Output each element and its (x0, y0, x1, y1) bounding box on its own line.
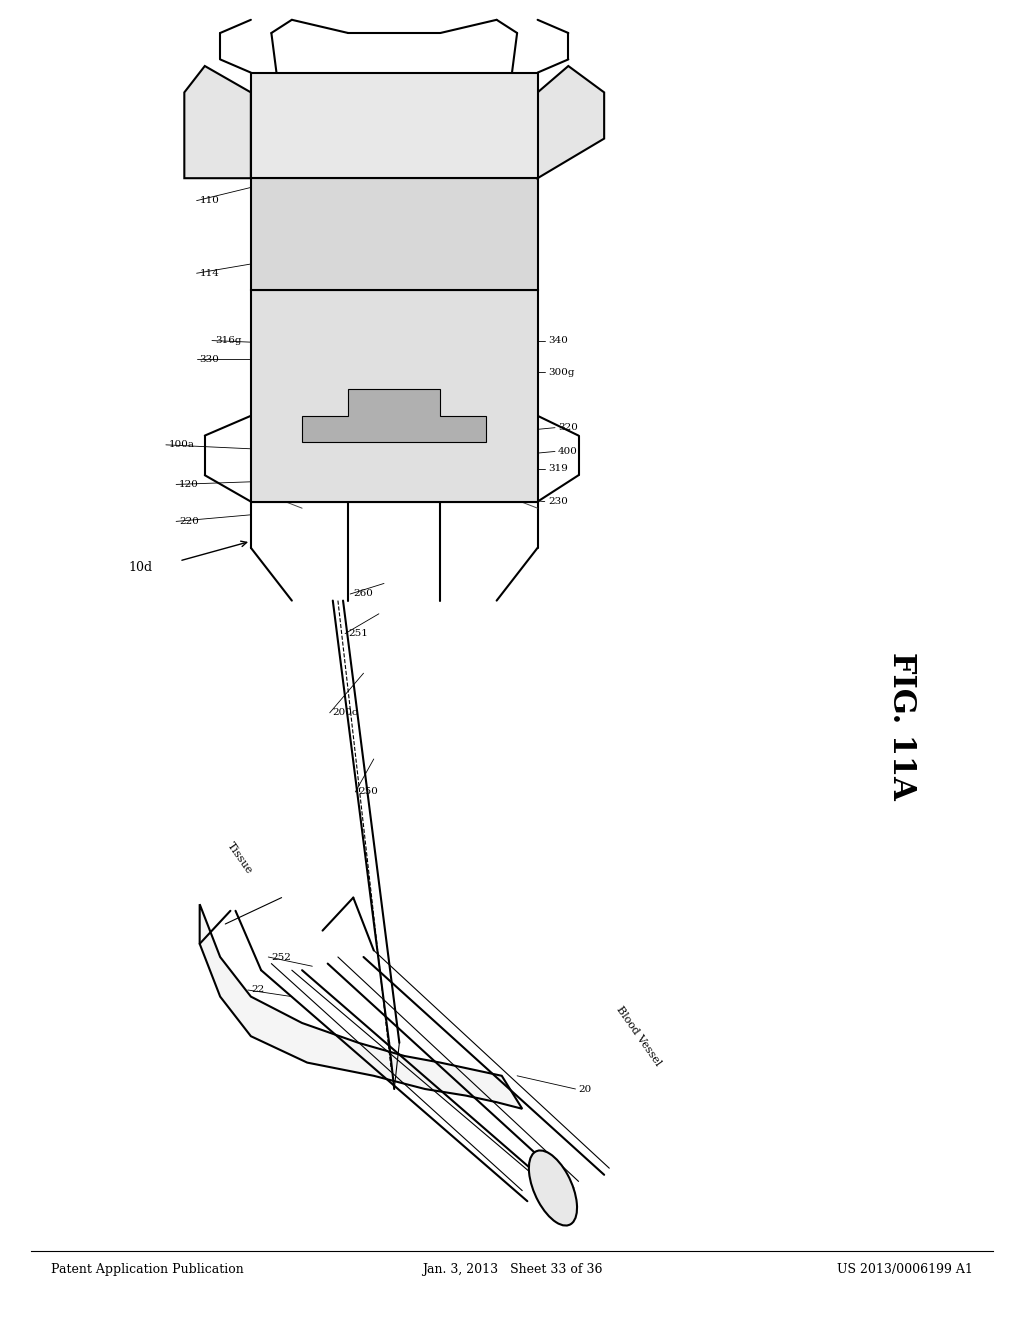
Ellipse shape (528, 1151, 578, 1225)
Text: 400: 400 (558, 447, 578, 455)
Text: 10d: 10d (128, 561, 153, 574)
Text: 310g: 310g (364, 108, 390, 116)
Text: 260: 260 (353, 590, 373, 598)
Text: 110: 110 (200, 197, 219, 205)
Text: US 2013/0006199 A1: US 2013/0006199 A1 (837, 1263, 973, 1276)
Text: 314g: 314g (236, 121, 262, 129)
Text: 251: 251 (348, 630, 368, 638)
Text: 100a: 100a (169, 441, 195, 449)
Text: Jan. 3, 2013   Sheet 33 of 36: Jan. 3, 2013 Sheet 33 of 36 (422, 1263, 602, 1276)
Polygon shape (251, 73, 538, 178)
Text: 300g: 300g (548, 368, 574, 376)
Text: 250: 250 (358, 788, 378, 796)
Text: 252: 252 (271, 953, 291, 961)
Text: Tissue: Tissue (225, 841, 254, 875)
Text: 114: 114 (200, 269, 219, 277)
Polygon shape (200, 904, 522, 1109)
Text: 340: 340 (548, 337, 567, 345)
Polygon shape (251, 290, 538, 502)
Text: 320: 320 (558, 424, 578, 432)
Polygon shape (184, 66, 251, 178)
Text: 316g: 316g (215, 337, 242, 345)
Text: 230: 230 (548, 498, 567, 506)
Text: FIG. 11A: FIG. 11A (886, 652, 916, 800)
Polygon shape (538, 66, 604, 178)
Text: 200c: 200c (333, 709, 358, 717)
Text: Patent Application Publication: Patent Application Publication (51, 1263, 244, 1276)
Text: 319: 319 (548, 465, 567, 473)
Text: 22: 22 (251, 986, 264, 994)
Text: Blood Vessel: Blood Vessel (614, 1005, 663, 1068)
Text: 313g: 313g (507, 289, 534, 297)
Text: 312g: 312g (287, 102, 313, 110)
Text: 120: 120 (179, 480, 199, 488)
Polygon shape (302, 389, 486, 442)
Text: 330: 330 (200, 355, 219, 363)
Text: 317g: 317g (292, 337, 318, 345)
Text: 220: 220 (179, 517, 199, 525)
Polygon shape (251, 178, 538, 290)
Text: 20: 20 (579, 1085, 592, 1093)
